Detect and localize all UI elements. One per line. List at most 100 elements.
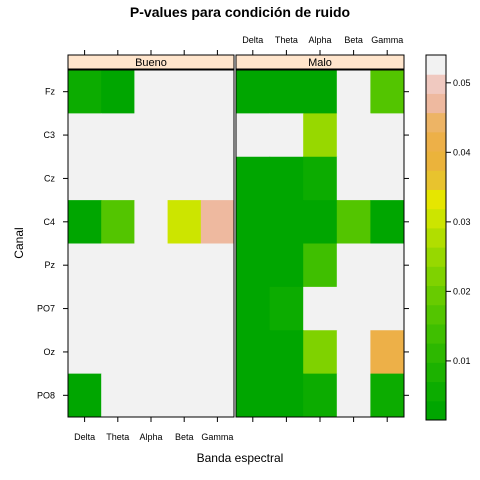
- heatmap-cell: [68, 286, 102, 331]
- heatmap-cell: [370, 330, 405, 375]
- y-tick-label: PO7: [37, 304, 55, 314]
- heatmap-cell: [336, 330, 371, 375]
- colorbar-bin: [426, 362, 446, 383]
- colorbar-tick-label: 0.02: [453, 286, 471, 296]
- heatmap-cell: [101, 286, 135, 331]
- heatmap-cell: [303, 113, 338, 158]
- heatmap-cell: [336, 243, 371, 288]
- heatmap-cell: [68, 330, 102, 375]
- heatmap-cell: [68, 243, 102, 288]
- plot-layer: Bueno Delta Theta Alpha Beta Gamma Malo Delta Th…: [37, 35, 471, 442]
- y-tick-label: C3: [43, 130, 55, 140]
- heatmap-cell: [236, 286, 271, 331]
- heatmap-cell: [101, 70, 135, 114]
- x-tick-label: Beta: [175, 432, 194, 442]
- heatmap-cell: [370, 200, 405, 244]
- heatmap-cell: [101, 243, 135, 288]
- heatmap-cell: [269, 70, 304, 114]
- heatmap-cell: [101, 113, 135, 158]
- heatmap-cell: [68, 113, 102, 158]
- heatmap-cell: [269, 156, 304, 201]
- heatmap-cell: [68, 156, 102, 201]
- heatmap-cell: [167, 156, 202, 201]
- x-tick-label: Delta: [242, 35, 263, 45]
- heatmap-cell: [336, 70, 371, 114]
- colorbar-bin: [426, 151, 446, 171]
- heatmap-cell: [134, 330, 169, 375]
- heatmap-cell: [101, 330, 135, 375]
- colorbar-bin: [426, 266, 446, 287]
- chart-title: P-values para condición de ruido: [130, 4, 350, 20]
- heatmap-cell: [269, 200, 304, 244]
- x-tick-label: Theta: [275, 35, 298, 45]
- x-tick-label: Alpha: [308, 35, 331, 45]
- heatmap-cell: [167, 70, 202, 114]
- heatmap-cell: [134, 373, 169, 418]
- x-tick-label: Theta: [106, 432, 129, 442]
- heatmap-cell: [101, 373, 135, 418]
- heatmap-cell: [236, 330, 271, 375]
- x-axis-label: Banda espectral: [197, 451, 284, 465]
- x-tick-label: Beta: [344, 35, 363, 45]
- heatmap-cell: [200, 243, 235, 288]
- heatmap-cell: [134, 70, 169, 114]
- heatmap-cell: [336, 113, 371, 158]
- heatmap-cell: [167, 286, 202, 331]
- heatmap-cell: [200, 286, 235, 331]
- heatmap-cell: [167, 113, 202, 158]
- colorbar-bin: [426, 343, 446, 363]
- heatmap-cell: [336, 286, 371, 331]
- heatmap-cell: [101, 200, 135, 244]
- heatmap-cell: [303, 243, 338, 288]
- colorbar-frame: [425, 54, 447, 421]
- strip-label: Bueno: [135, 57, 167, 69]
- heatmap-cell: [200, 200, 235, 244]
- colorbar-tick-label: 0.01: [453, 356, 471, 366]
- colorbar-bin: [426, 227, 446, 248]
- colorbar-bin: [426, 55, 446, 75]
- heatmap-cell: [370, 373, 405, 418]
- heatmap-cell: [68, 70, 102, 114]
- heatmap-cell: [269, 330, 304, 375]
- colorbar-bin: [426, 381, 446, 402]
- colorbar-bin: [426, 304, 446, 325]
- heatmap-cell: [200, 373, 235, 418]
- heatmap-cell: [200, 70, 235, 114]
- colorbar-tick-label: 0.04: [453, 147, 471, 157]
- colorbar-bin: [426, 112, 446, 133]
- heatmap-cell: [269, 243, 304, 288]
- colorbar-bin: [426, 323, 446, 344]
- y-tick-label: Fz: [45, 87, 55, 97]
- heatmap-cell: [167, 200, 202, 244]
- heatmap-cell: [200, 156, 235, 201]
- x-tick-label: Delta: [74, 432, 95, 442]
- heatmap-cell: [134, 286, 169, 331]
- heatmap-cell: [236, 200, 271, 244]
- colorbar-bin: [426, 247, 446, 267]
- heatmap-cell: [68, 200, 102, 244]
- colorbar-bin: [426, 285, 446, 306]
- colorbar-bin: [426, 131, 446, 152]
- heatmap-cell: [303, 286, 338, 331]
- x-tick-label: Alpha: [139, 432, 162, 442]
- heatmap-cell: [336, 156, 371, 201]
- heatmap-cell: [269, 113, 304, 158]
- colorbar-bin: [426, 93, 446, 114]
- y-tick-label: Oz: [43, 347, 55, 357]
- y-tick-label: Pz: [44, 260, 55, 270]
- heatmap-cell: [303, 70, 338, 114]
- heatmap-cell: [370, 243, 405, 288]
- heatmap-cell: [167, 243, 202, 288]
- heatmap-cell: [236, 243, 271, 288]
- heatmap-cell: [370, 70, 405, 114]
- heatmap-cell: [236, 373, 271, 418]
- x-tick-label: Gamma: [201, 432, 233, 442]
- colorbar-bin: [426, 208, 446, 229]
- heatmap-cell: [236, 156, 271, 201]
- heatmap-cell: [370, 113, 405, 158]
- heatmap-cell: [303, 200, 338, 244]
- heatmap-cell: [167, 330, 202, 375]
- heatmap-cell: [303, 373, 338, 418]
- heatmap-cell: [134, 113, 169, 158]
